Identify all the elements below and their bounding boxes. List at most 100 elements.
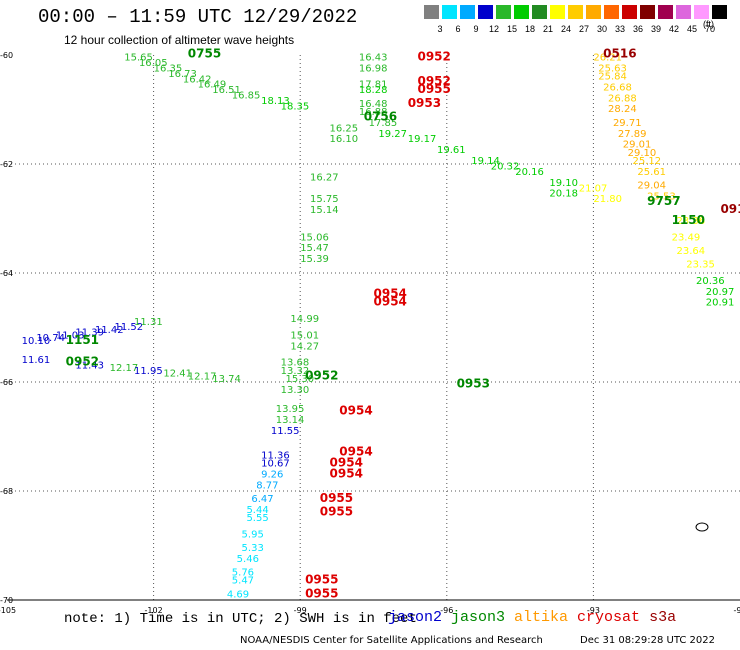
legend-level-label: 24 <box>560 24 571 34</box>
wave-height-label: 16.42 <box>183 74 212 85</box>
x-tick-label: -96 <box>440 606 453 615</box>
wave-height-label: 11.43 <box>75 360 104 371</box>
wave-height-label: 11.39 <box>75 328 104 339</box>
wave-height-label: 23.64 <box>676 246 705 257</box>
wave-height-label: 5.95 <box>242 529 264 540</box>
wave-height-label: 12.41 <box>163 369 192 380</box>
legend-level-label: 12 <box>488 24 499 34</box>
footer-note: note: 1) Time is in UTC; 2) SWH is in fe… <box>64 611 417 627</box>
wave-height-label: 16.05 <box>139 58 168 69</box>
time-label: 0516 <box>603 47 636 61</box>
legend-swatch <box>676 5 691 19</box>
wave-height-label: 11.95 <box>134 366 163 377</box>
legend-level-label: 39 <box>650 24 661 34</box>
wave-height-label: 23.35 <box>686 260 715 271</box>
mission-cryosat: cryosat <box>577 609 650 626</box>
wave-height-label: 20.97 <box>706 287 735 298</box>
wave-height-label: 29.01 <box>623 140 652 151</box>
wave-height-label: 10.67 <box>261 458 290 469</box>
legend-level-label: 21 <box>542 24 553 34</box>
wave-height-label: 26.21 <box>593 52 622 63</box>
wave-height-label: 29.71 <box>613 118 642 129</box>
y-tick-label: -60 <box>0 51 13 60</box>
wave-height-label: 11.03 <box>56 330 85 341</box>
time-label: 0756 <box>364 109 397 123</box>
legend-level-label: 33 <box>614 24 625 34</box>
wave-height-label: 5.46 <box>237 554 259 565</box>
mission-jason3: jason3 <box>451 609 515 626</box>
time-label: 0915 <box>720 202 740 216</box>
island-outline <box>695 522 709 532</box>
x-tick-label: -105 <box>0 606 16 615</box>
wave-height-label: 15.47 <box>300 243 329 254</box>
wave-height-label: 25.63 <box>598 63 627 74</box>
legend-swatch <box>658 5 673 19</box>
wave-height-label: 11.42 <box>95 325 124 336</box>
legend-level-label: 9 <box>473 24 479 34</box>
wave-height-label: 4.69 <box>227 589 249 600</box>
wave-height-label: 26.68 <box>603 82 632 93</box>
time-label: 9757 <box>647 194 680 208</box>
legend-level-label: 6 <box>455 24 461 34</box>
wave-height-label: 21.07 <box>579 183 608 194</box>
legend-swatch <box>532 5 547 19</box>
x-tick-label: -99 <box>294 606 307 615</box>
wave-height-label: 25.61 <box>637 167 666 178</box>
wave-height-label: 6.47 <box>251 494 273 505</box>
time-label: 1151 <box>66 333 99 347</box>
wave-height-label: 23.36 <box>676 216 705 227</box>
wave-height-label: 5.55 <box>246 513 268 524</box>
wave-height-label: 26.88 <box>608 93 637 104</box>
mission-jason2: jason2 <box>388 609 452 626</box>
wave-height-label: 11.55 <box>271 426 300 437</box>
legend-swatch <box>586 5 601 19</box>
wave-height-label: 15.75 <box>310 194 339 205</box>
generated-timestamp: Dec 31 08:29:28 UTC 2022 <box>580 635 715 646</box>
wave-height-label: 23.49 <box>672 232 701 243</box>
time-label: 0955 <box>305 573 338 587</box>
wave-height-label: 5.44 <box>246 505 268 516</box>
time-label: 0955 <box>320 505 353 519</box>
time-label: 0954 <box>339 404 372 418</box>
legend-swatch <box>604 5 619 19</box>
wave-height-label: 16.43 <box>359 52 388 63</box>
time-label: 0952 <box>417 74 450 88</box>
time-label: 0952 <box>417 49 450 63</box>
wave-height-label: 20.91 <box>706 298 735 309</box>
wave-height-label: 11.31 <box>134 317 163 328</box>
wave-height-label: 5.76 <box>232 567 254 578</box>
legend-level-label: 45 <box>686 24 697 34</box>
wave-height-label: 16.35 <box>154 63 183 74</box>
time-label: 0955 <box>417 82 450 96</box>
wave-height-label: 16.51 <box>212 85 241 96</box>
legend-swatch <box>694 5 709 19</box>
wave-height-label: 18.13 <box>261 96 290 107</box>
wave-height-label: 15.65 <box>124 52 153 63</box>
legend-swatch <box>640 5 655 19</box>
legend-swatch <box>496 5 511 19</box>
x-tick-label: -90 <box>733 606 740 615</box>
wave-height-label: 5.47 <box>232 576 254 587</box>
legend-swatch <box>550 5 565 19</box>
wave-height-label: 13.68 <box>281 358 310 369</box>
time-label: 0954 <box>339 445 372 459</box>
wave-height-label: 20.16 <box>515 167 544 178</box>
wave-height-label: 15.14 <box>310 205 339 216</box>
wave-height-label: 10.74 <box>36 333 65 344</box>
legend-level-label: 15 <box>506 24 517 34</box>
wave-height-label: 10.10 <box>22 336 51 347</box>
y-tick-label: -68 <box>0 487 13 496</box>
legend-swatch <box>514 5 529 19</box>
wave-height-label: 16.88 <box>359 107 388 118</box>
time-label: 0955 <box>305 586 338 600</box>
wave-height-label: 9.26 <box>261 469 283 480</box>
wave-height-label: 14.27 <box>290 341 319 352</box>
wave-height-label: 12.17 <box>110 363 139 374</box>
wave-height-label: 17.81 <box>359 80 388 91</box>
legend-swatch <box>424 5 439 19</box>
wave-height-label: 19.27 <box>378 129 407 140</box>
wave-height-label: 19.14 <box>471 156 500 167</box>
x-tick-label: -93 <box>587 606 600 615</box>
wave-height-label: 19.10 <box>549 178 578 189</box>
